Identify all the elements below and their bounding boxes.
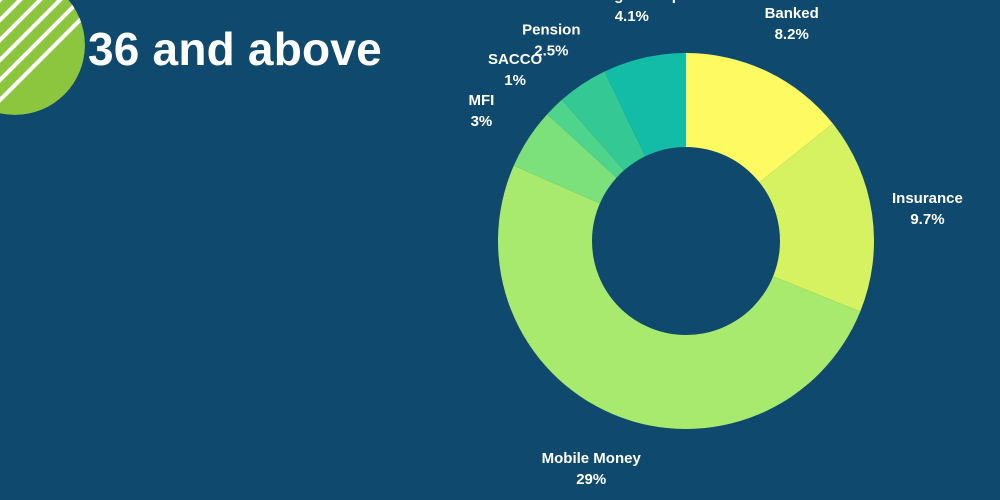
- slice-value-label: 9.7%: [910, 211, 944, 228]
- slice-name-label: Mobile Money: [542, 450, 642, 467]
- slice-label-mfi: MFI 3%: [469, 92, 495, 130]
- slice-savings-groups: [604, 53, 686, 157]
- chart-title: 36 and above: [88, 23, 382, 75]
- slice-label-insurance: Insurance 9.7%: [892, 190, 963, 228]
- slice-value-label: 3%: [471, 113, 493, 130]
- slice-name-label: Banked: [765, 5, 819, 22]
- slice-label-banked: Banked 8.2%: [765, 5, 819, 43]
- slice-name-label: Pension: [522, 22, 580, 39]
- slice-mfi: [513, 114, 617, 204]
- slice-label-pension: Pension 2.5%: [522, 22, 580, 60]
- slice-value-label: 4.1%: [615, 8, 649, 25]
- slice-label-sacco: SACCO 1%: [488, 51, 543, 89]
- slice-label-savings-groups: Savings Groups 4.1%: [574, 0, 689, 25]
- slice-label-mobile-money: Mobile Money 29%: [542, 450, 642, 488]
- slice-name-label: MFI: [469, 92, 495, 109]
- slice-mobile-money: [498, 165, 861, 429]
- slice-name-label: Savings Groups: [574, 0, 689, 4]
- slice-name-label: SACCO: [488, 51, 543, 68]
- slice-value-label: 8.2%: [775, 26, 809, 43]
- slice-banked: [686, 53, 833, 183]
- slice-value-label: 29%: [576, 471, 606, 488]
- slice-sacco: [547, 99, 624, 178]
- slice-insurance: [759, 123, 874, 312]
- slice-value-label: 2.5%: [534, 43, 568, 60]
- corner-decoration: [0, 0, 85, 115]
- slice-value-label: 1%: [504, 72, 526, 89]
- decoration-circle: [0, 0, 85, 115]
- slice-name-label: Insurance: [892, 190, 963, 207]
- slice-pension: [561, 71, 646, 171]
